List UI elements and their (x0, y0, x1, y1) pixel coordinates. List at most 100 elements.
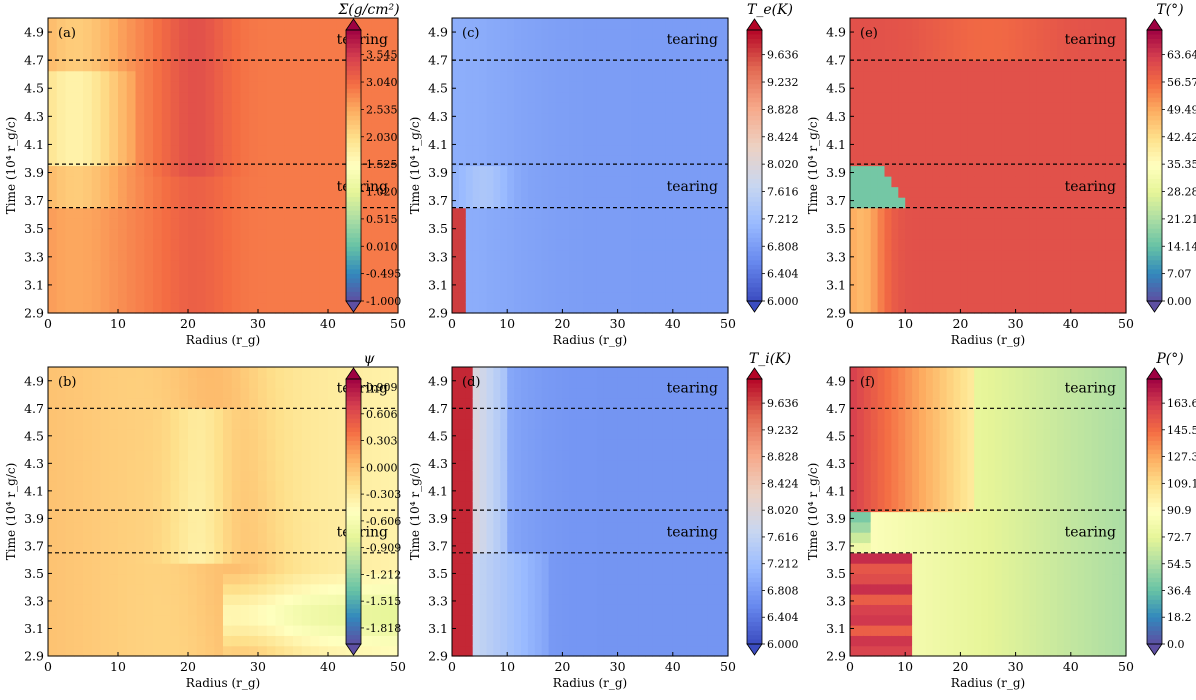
heatmap-cell (380, 28, 390, 40)
heatmap-cell (266, 573, 277, 585)
colorbar-tick-label: 6.000 (767, 295, 799, 308)
heatmap-cell (1057, 281, 1065, 293)
heatmap-cell (371, 123, 382, 135)
heatmap-cell (652, 165, 660, 177)
heatmap-cell (617, 197, 626, 209)
heatmap-cell (1001, 218, 1010, 230)
heatmap-cell (590, 281, 598, 293)
colorbar-segment (1147, 111, 1162, 117)
colorbar-segment (747, 102, 762, 108)
heatmap-cell (380, 18, 390, 30)
heatmap-cell (179, 112, 189, 124)
heatmap-cell (301, 490, 312, 502)
heatmap-cell (126, 291, 137, 304)
heatmap-cell (275, 112, 285, 124)
heatmap-cell (266, 490, 277, 502)
heatmap-cell (1091, 144, 1099, 156)
heatmap-cell (284, 459, 294, 471)
heatmap-cell (645, 18, 653, 30)
heatmap-cell (371, 112, 382, 124)
heatmap-cell (371, 397, 382, 409)
heatmap-cell (310, 123, 320, 135)
heatmap-cell (645, 123, 653, 135)
heatmap-cell (850, 197, 858, 209)
heatmap-cell (310, 91, 320, 103)
heatmap-cell (912, 133, 920, 146)
heatmap-cell (932, 112, 941, 124)
heatmap-cell (196, 91, 207, 103)
colorbar-frame (1146, 29, 1163, 302)
heatmap-cell (981, 133, 989, 146)
heatmap-cell (939, 81, 948, 93)
heatmap-cell (527, 123, 536, 135)
heatmap-cell (161, 228, 172, 240)
heatmap-cell (65, 625, 75, 636)
heatmap-cell (284, 302, 294, 314)
heatmap-cell (514, 70, 522, 82)
heatmap-cell (319, 511, 329, 523)
colorbar-tick-label: 35.35 (1167, 158, 1196, 171)
heatmap-cell (240, 418, 250, 430)
heatmap-cell (465, 249, 474, 261)
heatmap-cell (170, 490, 180, 502)
heatmap-cell (638, 197, 646, 209)
heatmap-cell (988, 81, 996, 93)
heatmap-cell (631, 302, 639, 314)
heatmap-cell (946, 49, 955, 61)
heatmap-cell (258, 228, 268, 240)
heatmap-cell (1050, 28, 1058, 40)
heatmap-cell (389, 260, 399, 272)
heatmap-cell (479, 28, 488, 40)
heatmap-cell (249, 165, 259, 177)
colorbar-segment (1147, 43, 1162, 49)
heatmap-cell (1105, 291, 1113, 304)
heatmap-cell (596, 165, 605, 177)
heatmap-cell (74, 397, 84, 409)
heatmap-cell (205, 532, 215, 544)
heatmap-cell (981, 249, 989, 261)
colorbar-segment (747, 219, 762, 225)
heatmap-cell (884, 144, 892, 156)
heatmap-cell (56, 387, 67, 399)
heatmap-cell (645, 165, 653, 177)
heatmap-cell (65, 270, 75, 282)
heatmap-cell (1105, 70, 1113, 82)
heatmap-cell (707, 102, 715, 114)
heatmap-cell (258, 594, 268, 605)
heatmap-cell (284, 428, 294, 440)
heatmap-cell (1043, 165, 1051, 177)
colorbar-segment (747, 174, 762, 180)
heatmap-cell (100, 112, 110, 124)
heatmap-cell (988, 60, 996, 72)
heatmap-cell (1015, 28, 1024, 40)
heatmap-cell (135, 60, 145, 72)
heatmap-cell (500, 270, 508, 282)
heatmap-cell (91, 281, 102, 293)
heatmap-cell (994, 144, 1003, 156)
heatmap-cell (458, 260, 467, 272)
heatmap-cell (126, 176, 137, 188)
heatmap-cell (363, 260, 373, 272)
heatmap-cell (1091, 186, 1099, 198)
heatmap-cell (1022, 291, 1030, 304)
colorbar-segment (346, 111, 361, 117)
heatmap-cell (714, 228, 722, 240)
colorbar-segment (346, 489, 361, 495)
heatmap-cell (231, 112, 242, 124)
heatmap-cell (100, 490, 110, 502)
heatmap-cell (56, 449, 67, 461)
heatmap-cell (988, 18, 996, 30)
heatmap-cell (380, 123, 390, 135)
heatmap-cell (1119, 260, 1127, 272)
heatmap-cell (1098, 81, 1106, 93)
heatmap-cell (548, 239, 557, 251)
heatmap-cell (179, 239, 189, 251)
heatmap-cell (527, 291, 536, 304)
heatmap-cell (932, 60, 941, 72)
heatmap-cell (569, 249, 577, 261)
heatmap-cell (100, 521, 110, 533)
heatmap-cell (939, 70, 948, 82)
heatmap-cell (266, 625, 277, 636)
heatmap-cell (144, 387, 154, 399)
heatmap-cell (205, 625, 215, 636)
